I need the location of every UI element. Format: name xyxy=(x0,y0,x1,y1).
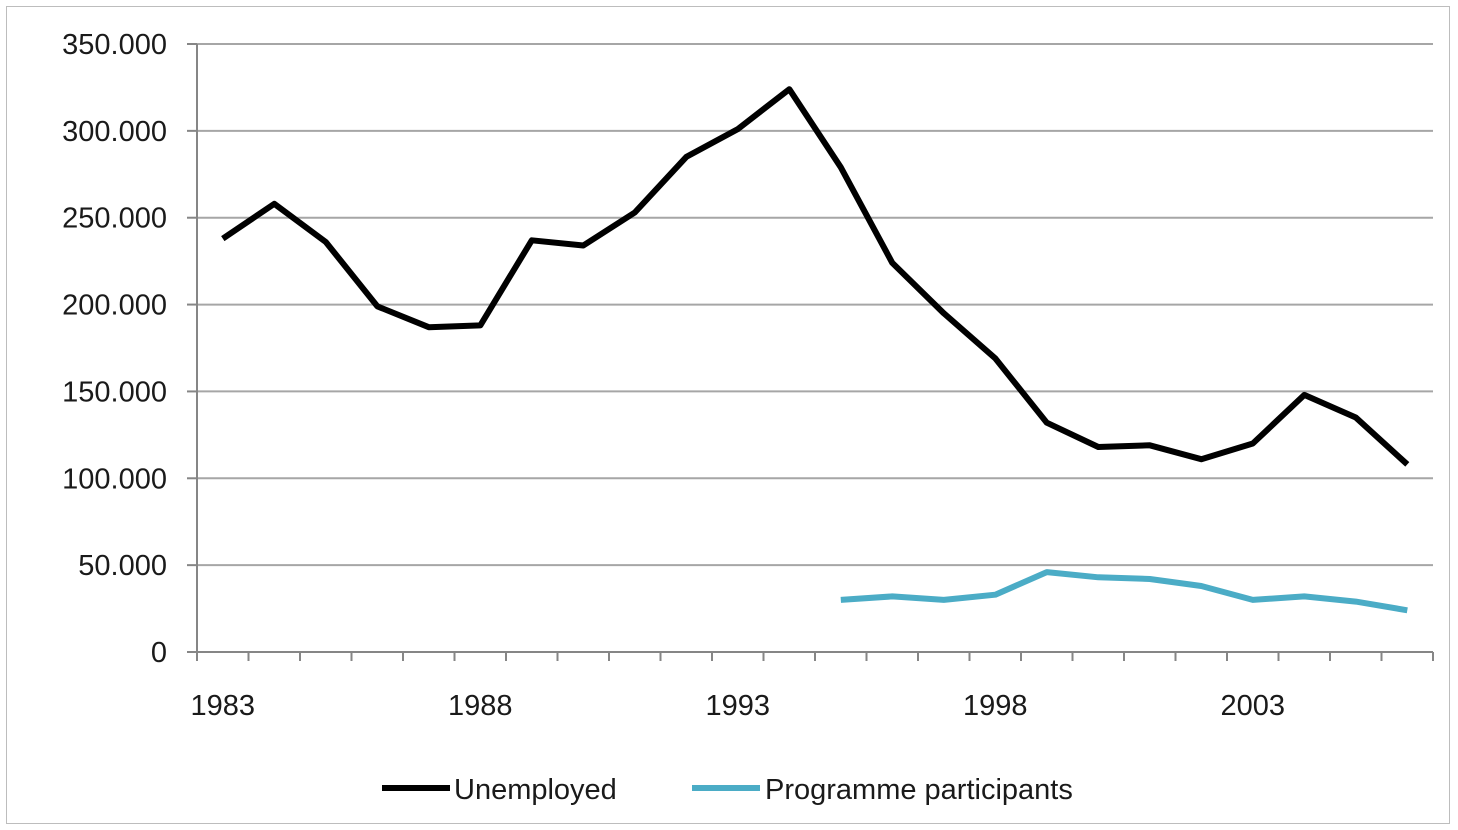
x-tick-label: 1988 xyxy=(448,690,513,722)
x-tick-label: 1983 xyxy=(190,690,255,722)
y-axis-tick-labels: 0 50.000 100.000 150.000 200.000 250.000 300.0… xyxy=(62,29,167,669)
x-axis-tick-labels: 1983 1988 1993 1998 2003 xyxy=(190,690,1285,722)
chart-frame xyxy=(6,6,1450,824)
legend-label-unemployed: Unemployed xyxy=(454,774,617,806)
series-lines xyxy=(221,86,1410,614)
x-tick-label: 2003 xyxy=(1220,690,1285,722)
x-tick-label: 1993 xyxy=(705,690,770,722)
grid-lines xyxy=(197,43,1433,567)
y-tick-label: 0 xyxy=(151,637,167,669)
series-line-unemployed xyxy=(221,86,1410,467)
series-line-programme-participants xyxy=(840,569,1408,614)
axes xyxy=(187,43,1434,661)
legend: Unemployed Programme participants xyxy=(382,774,1073,806)
x-tick-label: 1998 xyxy=(963,690,1028,722)
y-tick-label: 350.000 xyxy=(62,29,167,61)
y-tick-label: 50.000 xyxy=(78,550,167,582)
legend-label-programme-participants: Programme participants xyxy=(765,774,1073,806)
y-tick-label: 300.000 xyxy=(62,116,167,148)
y-tick-label: 200.000 xyxy=(62,290,167,322)
y-tick-label: 150.000 xyxy=(62,376,167,408)
y-tick-label: 250.000 xyxy=(62,203,167,235)
y-tick-label: 100.000 xyxy=(62,463,167,495)
